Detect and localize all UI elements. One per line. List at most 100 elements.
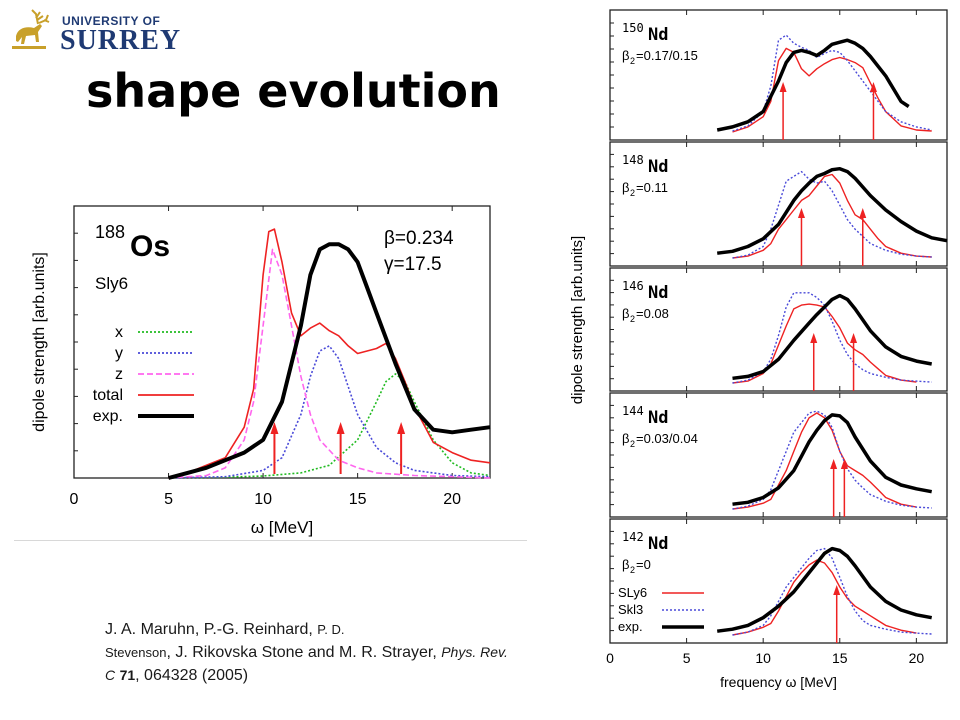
beta-value: =0.03/0.04 [636, 431, 698, 446]
beta-symbol: β [622, 431, 629, 446]
citation-authors-2: , J. Rikovska Stone and M. R. Strayer, [166, 644, 442, 661]
gamma-value: γ=17.5 [384, 254, 442, 275]
os188-chart: 0 5 10 15 20 ω [MeV] dipole strength [arb.unit… [31, 205, 491, 537]
beta-value: =0.11 [636, 180, 668, 195]
beta-value: =0 [636, 557, 651, 572]
legend-label: y [115, 345, 123, 362]
legend-label: SLy6 [618, 585, 647, 600]
beta-subscript: 2 [630, 188, 635, 198]
isotope-mass: 148 [622, 153, 644, 167]
x-tick-label: 10 [254, 491, 272, 508]
arrow-head [779, 82, 787, 92]
x-tick-label: 15 [349, 491, 367, 508]
arrow-head [830, 459, 838, 469]
beta-subscript: 2 [630, 56, 635, 66]
x-tick-label: 10 [755, 650, 771, 666]
beta-value: =0.17/0.15 [636, 48, 698, 63]
series-line-exp [716, 38, 910, 132]
slide-title: shape evolution [86, 64, 501, 118]
legend-label: z [115, 366, 123, 383]
isotope-mass: 144 [622, 404, 644, 418]
university-logo: UNIVERSITY OF SURREY [8, 6, 182, 58]
isotope-symbol: Nd [648, 408, 668, 428]
beta-value: β=0.234 [384, 228, 454, 249]
series-line-SLy6 [732, 47, 932, 133]
arrow-head [336, 422, 345, 434]
y-axis-label: dipole strength [arb.units] [31, 252, 48, 432]
nucleus-mass: 188 [95, 222, 125, 242]
citation-article: , 064328 (2005) [135, 667, 249, 684]
x-tick-label: 5 [164, 491, 173, 508]
citation-stevenson: Stevenson [105, 645, 167, 660]
y-axis-label: dipole strength [arb.units] [569, 236, 586, 404]
legend-label: exp. [618, 619, 643, 634]
beta-symbol: β [622, 557, 629, 572]
arrow-head [270, 422, 279, 434]
logo-line-2: SURREY [60, 25, 182, 56]
x-tick-label: 0 [70, 491, 79, 508]
series-line-Skl3 [732, 170, 932, 259]
isotope-symbol: Nd [648, 534, 668, 554]
beta-subscript: 2 [630, 314, 635, 324]
beta-subscript: 2 [630, 439, 635, 449]
beta-symbol: β [622, 48, 629, 63]
x-tick-label: 20 [909, 650, 925, 666]
series-line-exp [716, 166, 948, 255]
x-tick-label: 0 [606, 650, 614, 666]
isotope-symbol: Nd [648, 157, 668, 177]
panel-frame [609, 9, 948, 141]
beta-symbol: β [622, 306, 629, 321]
series-line-Skl3 [732, 547, 932, 636]
citation-p-initial: P. D. [317, 622, 345, 637]
arrow-head [869, 82, 877, 92]
legend-label: exp. [93, 408, 123, 425]
series-line-exp [732, 293, 933, 381]
legend-label: x [115, 324, 123, 341]
force-label: Sly6 [95, 274, 128, 293]
isotope-symbol: Nd [648, 283, 668, 303]
isotope-mass: 142 [622, 530, 644, 544]
legend-label: Skl3 [618, 602, 643, 617]
series-line-Skl3 [732, 410, 932, 510]
arrow-head [859, 208, 867, 218]
isotope-symbol: Nd [648, 25, 668, 45]
panel-frame [609, 141, 948, 267]
arrow-head [840, 459, 848, 469]
series-line-exp [716, 546, 933, 633]
arrow-head [833, 585, 841, 595]
panel-frame [609, 267, 948, 392]
series-line-SLy6 [732, 559, 917, 636]
arrow-head [810, 333, 818, 343]
plot-frame [73, 205, 491, 479]
series-line-SLy6 [732, 412, 917, 510]
isotope-mass: 146 [622, 279, 644, 293]
series-line-y [168, 345, 491, 479]
x-tick-label: 5 [683, 650, 691, 666]
series-line-SLy6 [732, 173, 932, 259]
legend-label: total [93, 387, 123, 404]
citation-volume: 71 [119, 667, 136, 683]
panel-frame [609, 392, 948, 518]
x-axis-label: ω [MeV] [251, 518, 313, 537]
stag-icon [12, 9, 50, 49]
logo-line-1: UNIVERSITY OF [62, 14, 161, 28]
x-tick-label: 20 [443, 491, 461, 508]
x-axis-label: frequency ω [MeV] [720, 674, 837, 690]
beta-symbol: β [622, 180, 629, 195]
arrow-head [850, 333, 858, 343]
series-line-Skl3 [732, 34, 932, 132]
divider [14, 540, 527, 541]
x-tick-label: 15 [832, 650, 848, 666]
series-line-exp [167, 242, 491, 480]
citation: J. A. Maruhn, P.-G. Reinhard, P. D. Stev… [105, 618, 515, 687]
arrow-head [797, 208, 805, 218]
series-line-x [168, 373, 491, 479]
citation-journal: Phys. Rev. C [105, 644, 508, 683]
citation-authors-1: J. A. Maruhn, P.-G. Reinhard, [105, 621, 318, 638]
beta-subscript: 2 [630, 565, 635, 575]
beta-value: =0.08 [636, 306, 669, 321]
series-line-exp [732, 413, 933, 506]
nucleus-symbol: Os [130, 230, 170, 263]
isotope-mass: 150 [622, 21, 644, 35]
